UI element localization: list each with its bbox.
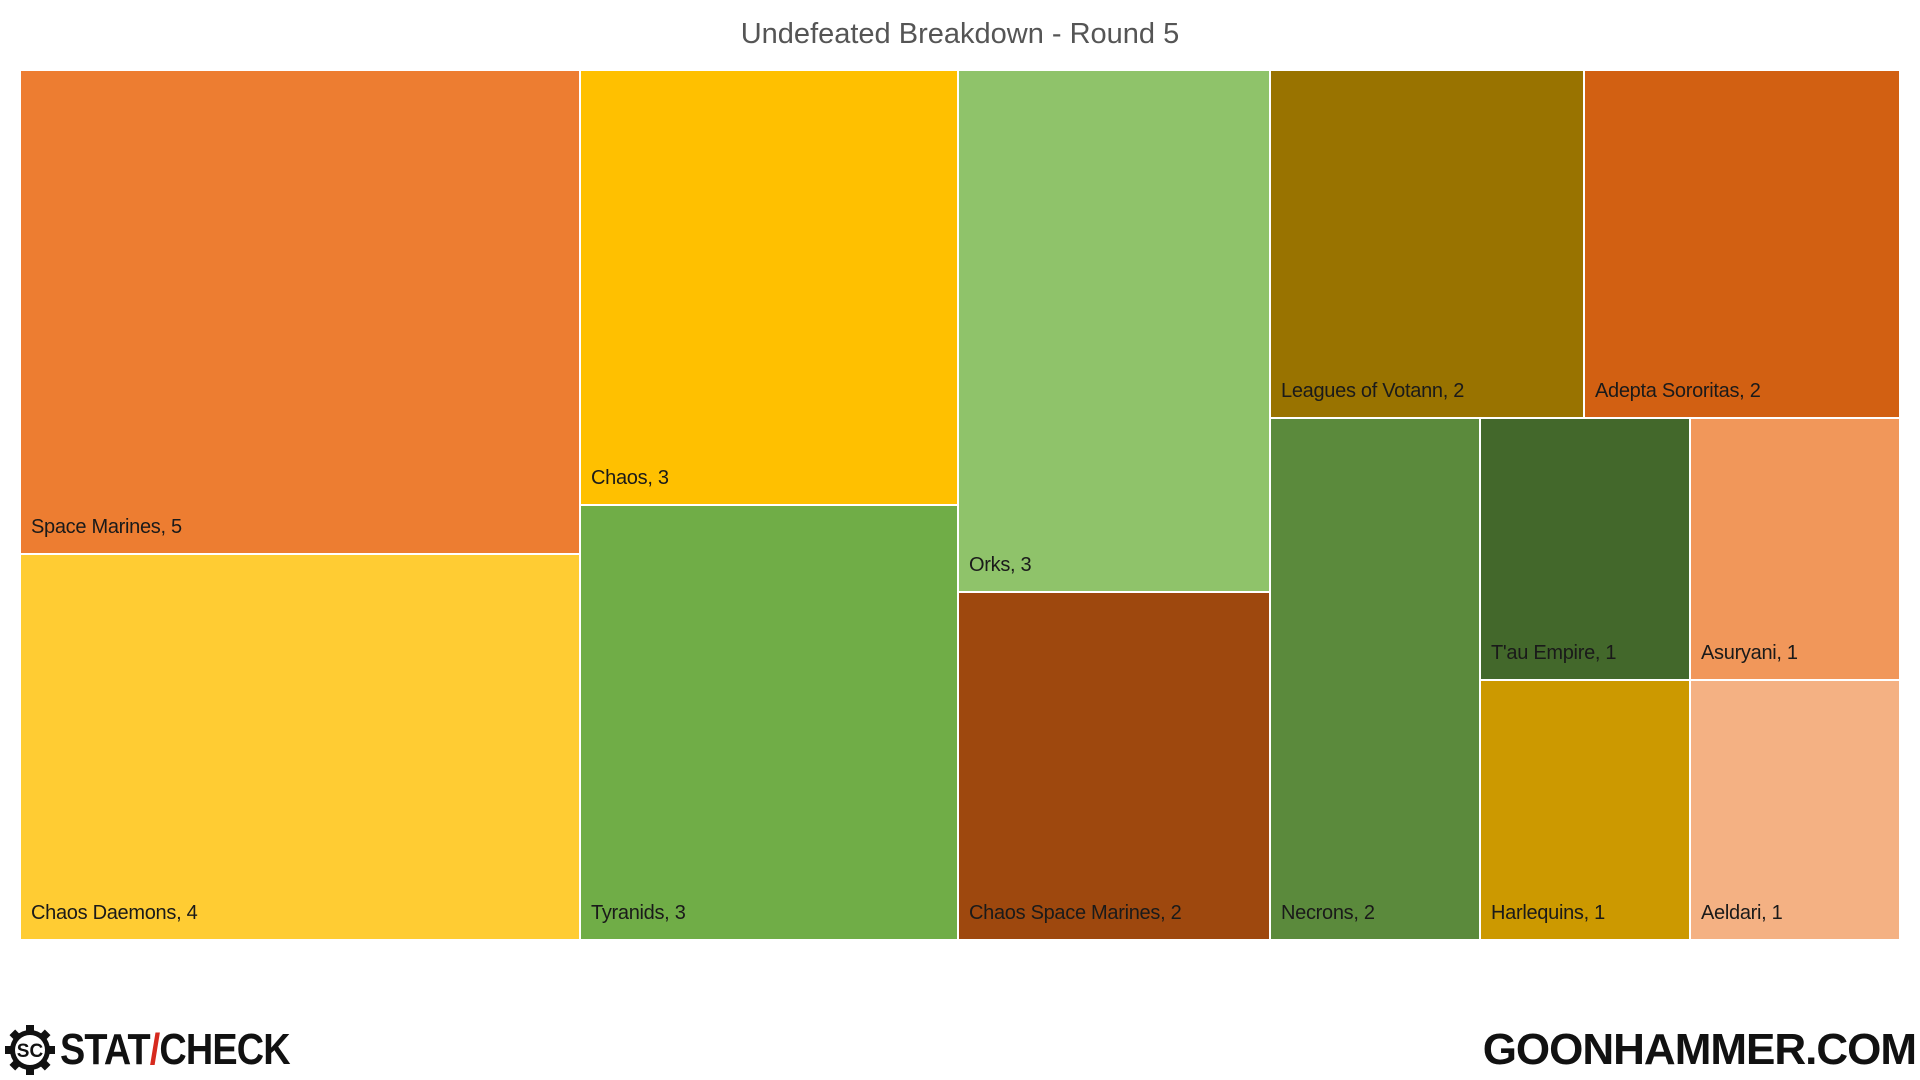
treemap-tile-chaos-daemons: Chaos Daemons, 4 bbox=[19, 553, 581, 941]
treemap-tile-chaos: Chaos, 3 bbox=[579, 69, 959, 506]
tile-label-chaos-space-marines: Chaos Space Marines, 2 bbox=[969, 902, 1182, 924]
treemap-tile-space-marines: Space Marines, 5 bbox=[19, 69, 581, 555]
treemap-tile-chaos-space-marines: Chaos Space Marines, 2 bbox=[957, 591, 1271, 941]
tile-label-tyranids: Tyranids, 3 bbox=[591, 902, 686, 924]
tile-label-t-au-empire: T'au Empire, 1 bbox=[1491, 642, 1617, 664]
treemap-tile-adepta-sororitas: Adepta Sororitas, 2 bbox=[1583, 69, 1901, 419]
statcheck-wordmark: STAT/CHECK bbox=[60, 1025, 291, 1075]
tile-label-space-marines: Space Marines, 5 bbox=[31, 516, 182, 538]
treemap-tile-tyranids: Tyranids, 3 bbox=[579, 504, 959, 941]
statcheck-logo: SC STAT/CHECK bbox=[4, 1022, 327, 1078]
treemap-tile-necrons: Necrons, 2 bbox=[1269, 417, 1481, 941]
tile-label-chaos-daemons: Chaos Daemons, 4 bbox=[31, 902, 198, 924]
brand-part-stat: STAT bbox=[60, 1025, 151, 1074]
treemap-tile-orks: Orks, 3 bbox=[957, 69, 1271, 593]
tile-label-leagues-of-votann: Leagues of Votann, 2 bbox=[1281, 380, 1465, 402]
goonhammer-wordmark: GOONHAMMER.COM bbox=[1482, 1025, 1917, 1074]
treemap-tile-asuryani: Asuryani, 1 bbox=[1689, 417, 1901, 681]
chart-title: Undefeated Breakdown - Round 5 bbox=[740, 18, 1180, 50]
tile-label-harlequins: Harlequins, 1 bbox=[1491, 902, 1605, 924]
treemap-tile-leagues-of-votann: Leagues of Votann, 2 bbox=[1269, 69, 1585, 419]
gear-icon: SC bbox=[5, 1025, 55, 1075]
treemap: Space Marines, 5 Chaos Daemons, 4 Chaos, 3… bbox=[19, 69, 1901, 941]
tile-label-chaos: Chaos, 3 bbox=[591, 467, 669, 489]
treemap-tile-aeldari: Aeldari, 1 bbox=[1689, 679, 1901, 941]
treemap-tile-t-au-empire: T'au Empire, 1 bbox=[1479, 417, 1691, 681]
tile-label-asuryani: Asuryani, 1 bbox=[1701, 642, 1798, 664]
tile-label-orks: Orks, 3 bbox=[969, 554, 1032, 576]
tile-label-aeldari: Aeldari, 1 bbox=[1701, 902, 1783, 924]
treemap-tile-harlequins: Harlequins, 1 bbox=[1479, 679, 1691, 941]
tile-label-necrons: Necrons, 2 bbox=[1281, 902, 1375, 924]
tile-label-adepta-sororitas: Adepta Sororitas, 2 bbox=[1595, 380, 1761, 402]
brand-slash: / bbox=[149, 1025, 161, 1074]
logo-letters: SC bbox=[17, 1041, 44, 1062]
brand-part-check: CHECK bbox=[159, 1025, 290, 1074]
